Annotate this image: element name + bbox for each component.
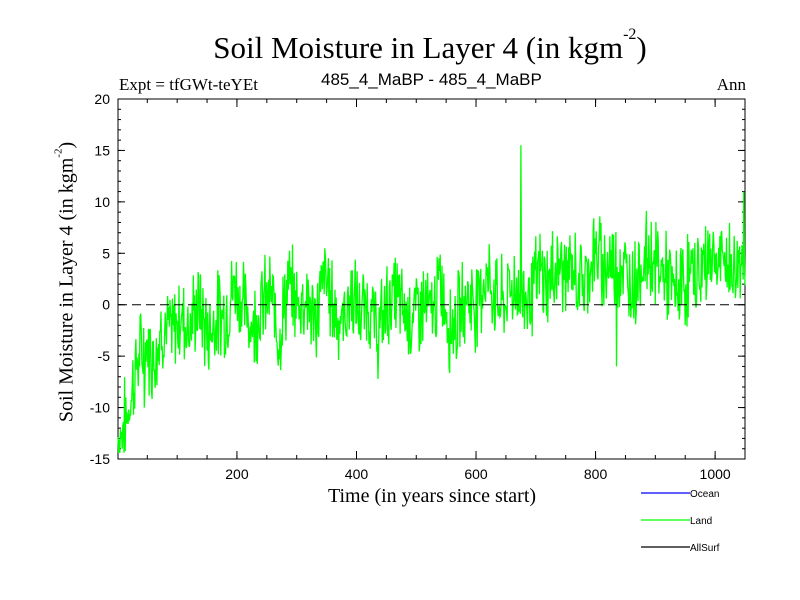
x-tick-label: 600 xyxy=(464,466,488,482)
x-tick-label: 400 xyxy=(345,466,369,482)
period-label: Ann xyxy=(716,75,746,94)
x-tick-label: 800 xyxy=(584,466,608,482)
comparison-label: 485_4_MaBP - 485_4_MaBP xyxy=(321,70,542,89)
legend-label-allsurf: AllSurf xyxy=(690,543,720,554)
experiment-label: Expt = tfGWt-teYEt xyxy=(119,75,258,94)
y-tick-label: 5 xyxy=(102,245,110,261)
x-tick-label: 200 xyxy=(225,466,249,482)
x-axis-label: Time (in years since start) xyxy=(327,485,537,507)
land-series-line xyxy=(117,145,746,453)
y-axis-label: Soil Moisture in Layer 4 (in kgm-2) xyxy=(52,141,78,423)
legend-label-ocean: Ocean xyxy=(690,489,719,500)
y-tick-label: -10 xyxy=(90,400,110,416)
y-tick-label: 0 xyxy=(102,297,110,313)
y-tick-label: 10 xyxy=(94,194,110,210)
y-tick-label: -5 xyxy=(98,348,111,364)
y-tick-label: -15 xyxy=(90,451,110,467)
x-tick-label: 1000 xyxy=(700,466,731,482)
y-tick-label: 15 xyxy=(94,142,110,158)
chart-title: Soil Moisture in Layer 4 (in kgm-2) xyxy=(213,26,647,65)
y-tick-label: 20 xyxy=(94,91,110,107)
legend-label-land: Land xyxy=(690,516,712,527)
